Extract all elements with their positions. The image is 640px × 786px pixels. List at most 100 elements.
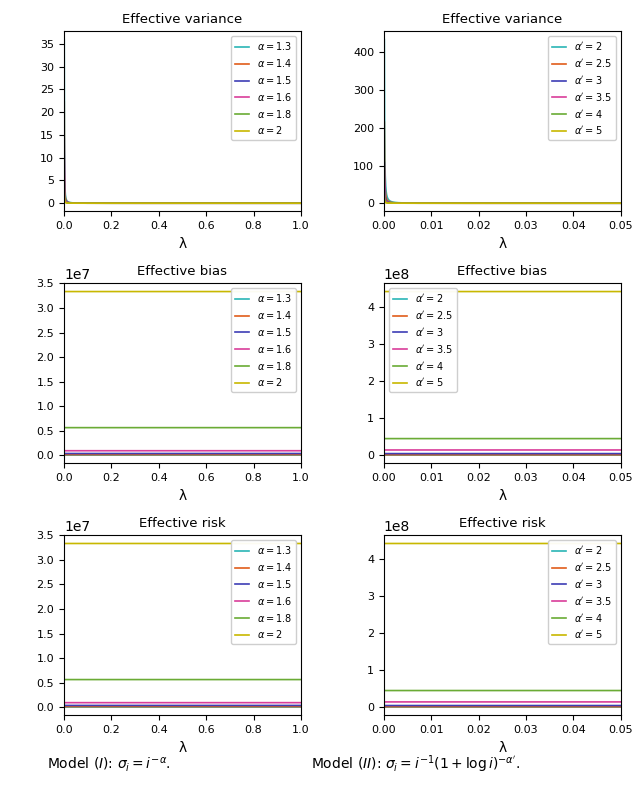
$\alpha' = 4$ (425, 686, 433, 696)
Legend: $\alpha = 1.3$, $\alpha = 1.4$, $\alpha = 1.5$, $\alpha = 1.6$, $\alpha = 1.8$, : $\alpha = 1.3$, $\alpha = 1.4$, $\alpha … (230, 36, 296, 141)
$\alpha' = 2$ (538, 199, 545, 208)
$\alpha = 1.6$ (216, 698, 224, 707)
$\alpha = 1.3$ (216, 703, 224, 712)
$\alpha' = 3$ (538, 701, 545, 711)
$\alpha' = 3$ (540, 701, 547, 711)
$\alpha' = 4$ (540, 686, 547, 696)
$\alpha = 1.8$ (101, 423, 109, 432)
$\alpha' = 3.5$ (617, 697, 625, 707)
$\alpha = 1.4$ (63, 197, 71, 207)
$\alpha' = 5$ (511, 199, 519, 208)
Legend: $\alpha = 1.3$, $\alpha = 1.4$, $\alpha = 1.5$, $\alpha = 1.6$, $\alpha = 1.8$, : $\alpha = 1.3$, $\alpha = 1.4$, $\alpha … (230, 540, 296, 645)
$\alpha = 1.6$ (63, 698, 71, 707)
$\alpha = 2$ (216, 287, 224, 296)
$\alpha = 1.5$ (122, 701, 129, 711)
$\alpha = 2$ (297, 287, 305, 296)
$\alpha = 1.6$ (218, 199, 225, 208)
$\alpha = 1.8$ (189, 199, 197, 208)
$\alpha = 1.8$ (216, 423, 224, 432)
$\alpha' = 3$ (381, 701, 388, 711)
$\alpha = 1.5$ (60, 449, 68, 458)
Title: Effective bias: Effective bias (138, 265, 227, 278)
$\alpha' = 2$ (617, 450, 625, 460)
$\alpha = 1.6$ (63, 198, 71, 208)
$\alpha' = 3$ (511, 449, 519, 458)
$\alpha' = 3$ (540, 199, 547, 208)
$\alpha = 1.3$ (122, 703, 129, 712)
$\alpha = 2$ (189, 199, 197, 208)
$\alpha = 1.3$ (189, 703, 197, 712)
$\alpha' = 4$ (538, 199, 545, 208)
Legend: $\alpha = 1.3$, $\alpha = 1.4$, $\alpha = 1.5$, $\alpha = 1.6$, $\alpha = 1.8$, : $\alpha = 1.3$, $\alpha = 1.4$, $\alpha … (230, 288, 296, 392)
$\alpha' = 4$ (386, 198, 394, 208)
$\alpha = 1.6$ (101, 698, 109, 707)
$\alpha = 1.8$ (218, 199, 225, 208)
$\alpha' = 3.5$ (381, 445, 388, 454)
$\alpha = 1.5$ (216, 701, 224, 711)
$\alpha' = 2.5$ (540, 199, 547, 208)
$\alpha' = 3.5$ (617, 445, 625, 454)
$\alpha = 1.3$ (297, 703, 305, 712)
$\alpha' = 5$ (386, 198, 394, 208)
$\alpha' = 5$ (540, 538, 547, 548)
$\alpha = 2$ (218, 538, 225, 548)
$\alpha' = 4$ (381, 187, 388, 196)
$\alpha = 1.4$ (60, 97, 68, 107)
$\alpha = 1.5$ (101, 199, 109, 208)
Title: Effective variance: Effective variance (442, 13, 563, 26)
$\alpha' = 3.5$ (386, 445, 394, 454)
X-axis label: λ: λ (498, 740, 506, 755)
$\alpha = 1.6$ (122, 199, 129, 208)
$\alpha' = 4$ (617, 199, 625, 208)
$\alpha' = 3$ (511, 199, 519, 208)
$\alpha = 1.8$ (189, 675, 197, 685)
$\alpha' = 3.5$ (540, 697, 547, 707)
$\alpha' = 3.5$ (425, 199, 433, 208)
$\alpha' = 3$ (617, 701, 625, 711)
$\alpha = 1.3$ (122, 199, 129, 208)
$\alpha = 2$ (297, 199, 305, 208)
Line: $\alpha' = 2$: $\alpha' = 2$ (385, 39, 621, 204)
$\alpha = 2$ (216, 538, 224, 548)
$\alpha = 1.3$ (60, 35, 68, 44)
$\alpha = 1.5$ (216, 199, 224, 208)
$\alpha = 1.5$ (63, 449, 71, 458)
$\alpha' = 3.5$ (425, 445, 433, 454)
$\alpha' = 5$ (445, 199, 452, 208)
$\alpha = 1.4$ (216, 199, 224, 208)
Text: Model $(I)$: $\sigma_i = i^{-\alpha}$.: Model $(I)$: $\sigma_i = i^{-\alpha}$. (47, 755, 171, 773)
$\alpha = 2$ (189, 287, 197, 296)
$\alpha = 1.3$ (101, 703, 109, 712)
$\alpha' = 2.5$ (445, 199, 452, 208)
$\alpha = 2$ (63, 538, 71, 548)
$\alpha' = 2$ (425, 198, 433, 208)
X-axis label: λ: λ (498, 489, 506, 502)
$\alpha' = 5$ (425, 538, 433, 548)
$\alpha' = 2$ (540, 199, 547, 208)
$\alpha = 2$ (60, 538, 68, 548)
$\alpha = 1.6$ (297, 698, 305, 707)
$\alpha' = 4$ (445, 434, 452, 443)
$\alpha = 2$ (216, 199, 224, 208)
$\alpha' = 5$ (511, 538, 519, 548)
$\alpha = 1.6$ (216, 199, 224, 208)
$\alpha' = 2$ (445, 703, 452, 712)
$\alpha = 1.5$ (189, 701, 197, 711)
$\alpha' = 2.5$ (386, 702, 394, 711)
$\alpha' = 3$ (445, 449, 452, 458)
$\alpha' = 2.5$ (617, 450, 625, 460)
$\alpha = 1.3$ (189, 199, 197, 208)
$\alpha = 1.4$ (216, 702, 224, 711)
$\alpha' = 3.5$ (381, 178, 388, 187)
$\alpha' = 3$ (538, 199, 545, 208)
$\alpha = 1.4$ (101, 450, 109, 459)
$\alpha = 1.3$ (101, 450, 109, 460)
$\alpha' = 3$ (540, 449, 547, 458)
$\alpha' = 2.5$ (540, 702, 547, 711)
$\alpha' = 2$ (511, 450, 519, 460)
$\alpha' = 3.5$ (445, 445, 452, 454)
$\alpha' = 4$ (425, 199, 433, 208)
$\alpha' = 2$ (540, 450, 547, 460)
Legend: $\alpha' = 2$, $\alpha' = 2.5$, $\alpha' = 3$, $\alpha' = 3.5$, $\alpha' = 4$, $: $\alpha' = 2$, $\alpha' = 2.5$, $\alpha'… (548, 540, 616, 645)
$\alpha = 1.5$ (122, 199, 129, 208)
